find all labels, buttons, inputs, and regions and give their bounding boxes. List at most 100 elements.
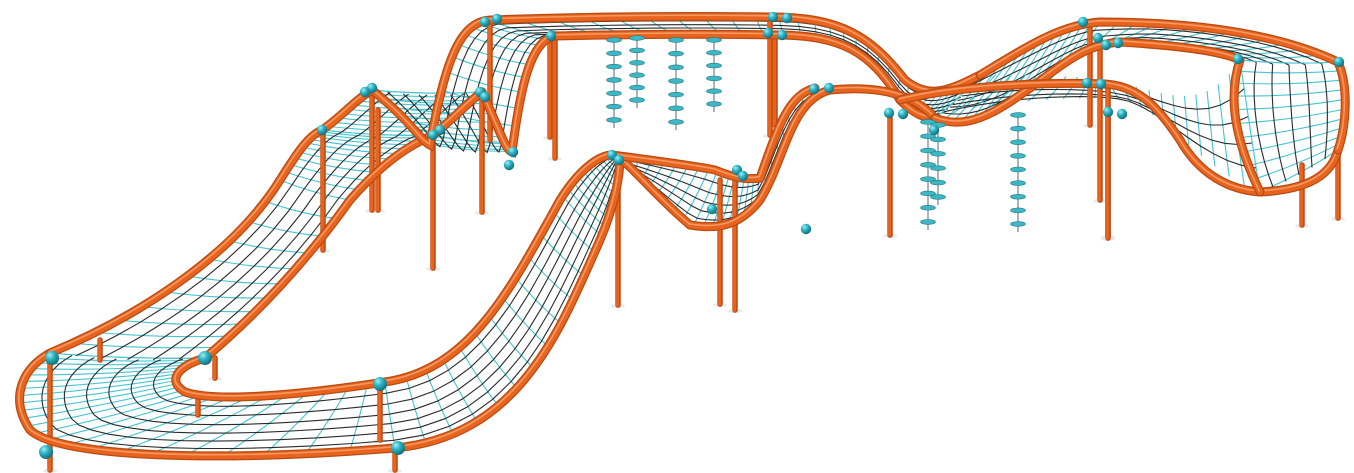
net-strand	[1288, 64, 1300, 176]
net-rung	[357, 100, 468, 106]
disc-step	[1010, 112, 1026, 118]
net-strand	[63, 160, 619, 442]
connector-ball-7	[776, 29, 788, 41]
net-strand	[101, 134, 360, 359]
connector-ball-20	[737, 170, 749, 182]
net-rung	[19, 376, 177, 397]
net-strand	[1271, 64, 1287, 182]
disc-step	[1010, 207, 1026, 214]
net-strand	[130, 158, 615, 417]
net-strand	[358, 93, 410, 136]
disc-step	[668, 119, 684, 125]
net-strand	[108, 159, 616, 426]
rail-tube-inner-highlight	[1232, 57, 1260, 192]
disc-step	[668, 105, 684, 112]
connector-ball-32	[1081, 77, 1093, 89]
connector-ball-23	[808, 83, 820, 95]
disc-step	[1010, 139, 1026, 145]
connector-ball-27	[928, 124, 940, 136]
net-rung	[515, 277, 562, 324]
net-rung	[474, 332, 518, 389]
disc-step	[606, 37, 622, 43]
disc-rope-5	[920, 119, 936, 230]
net-rung	[459, 346, 499, 407]
disc-step	[706, 75, 722, 82]
disc-step	[930, 165, 946, 171]
disc-step	[606, 77, 622, 83]
net-rung	[19, 379, 176, 404]
net-strand	[178, 135, 415, 360]
disc-step	[606, 103, 622, 110]
rail-left-outer-highlight	[48, 127, 322, 353]
disc-step	[1010, 194, 1026, 200]
rail-left-inner	[201, 131, 437, 362]
rail-right-lower-highlight	[898, 81, 1338, 192]
net-rung	[428, 143, 511, 152]
disc-step	[629, 84, 645, 91]
net-rung	[229, 240, 310, 254]
connector-ball-21	[706, 203, 718, 215]
connector-ball-15	[507, 146, 519, 158]
net-strand	[972, 28, 1322, 85]
connector-ball-37	[1333, 56, 1345, 68]
hanging-disc-ropes	[606, 35, 1026, 232]
disc-step	[1010, 125, 1026, 132]
net-rung	[442, 359, 478, 422]
connector-ball-40	[373, 377, 387, 391]
disc-step	[668, 91, 684, 98]
net-rung	[187, 275, 283, 285]
net-rung	[27, 389, 183, 427]
rail-tube-outer-highlight	[1336, 59, 1346, 150]
net-rung	[990, 73, 1027, 107]
disc-step	[1010, 180, 1026, 186]
net-rung	[405, 377, 427, 443]
connector-ball-30	[1100, 39, 1112, 51]
disc-step	[920, 133, 936, 139]
net-rung	[305, 386, 349, 454]
rail-left-outer-shade	[45, 125, 327, 358]
net-strand	[152, 156, 614, 407]
disc-step	[920, 190, 936, 197]
disc-step	[930, 151, 946, 157]
connector-ball-3	[545, 30, 557, 42]
net-rung	[305, 142, 400, 155]
connector-ball-24	[823, 82, 835, 94]
net-rung	[117, 396, 251, 453]
net-rung	[262, 389, 330, 456]
net-rung	[289, 163, 369, 182]
net-rung	[1027, 75, 1055, 102]
connector-ball-12	[434, 124, 446, 136]
net-rung	[72, 342, 218, 349]
connector-ball-42	[39, 445, 53, 459]
net-rung	[502, 297, 549, 347]
net-rung	[248, 221, 323, 237]
disc-step	[606, 63, 622, 70]
connector-ball-6	[762, 27, 774, 39]
connector-ball-25	[883, 107, 895, 119]
net-rung	[1183, 95, 1190, 146]
tube-net-right	[1236, 59, 1346, 193]
disc-step	[920, 205, 936, 211]
disc-step	[668, 64, 684, 71]
net-rung	[23, 386, 180, 419]
net-strand	[41, 159, 620, 450]
connector-ball-1	[479, 16, 491, 28]
rail-right-back	[976, 18, 1342, 79]
rail-ramp-outer-highlight	[18, 155, 620, 456]
net-rung	[20, 373, 178, 389]
disc-step	[668, 78, 684, 84]
connector-ball-39	[198, 351, 212, 365]
disc-step	[706, 50, 722, 56]
connector-ball-33	[1095, 78, 1107, 90]
net-rung	[425, 369, 454, 435]
net-rung	[42, 357, 199, 362]
disc-step	[706, 37, 722, 43]
disc-step	[606, 50, 622, 57]
net-rung	[1195, 94, 1203, 156]
rail-wave-front-highlight	[618, 86, 935, 227]
net-rung	[309, 138, 407, 150]
net-rung	[294, 157, 377, 173]
net-rung	[349, 384, 368, 452]
disc-rope-7	[1010, 112, 1026, 232]
rope-connectors	[39, 11, 1345, 459]
